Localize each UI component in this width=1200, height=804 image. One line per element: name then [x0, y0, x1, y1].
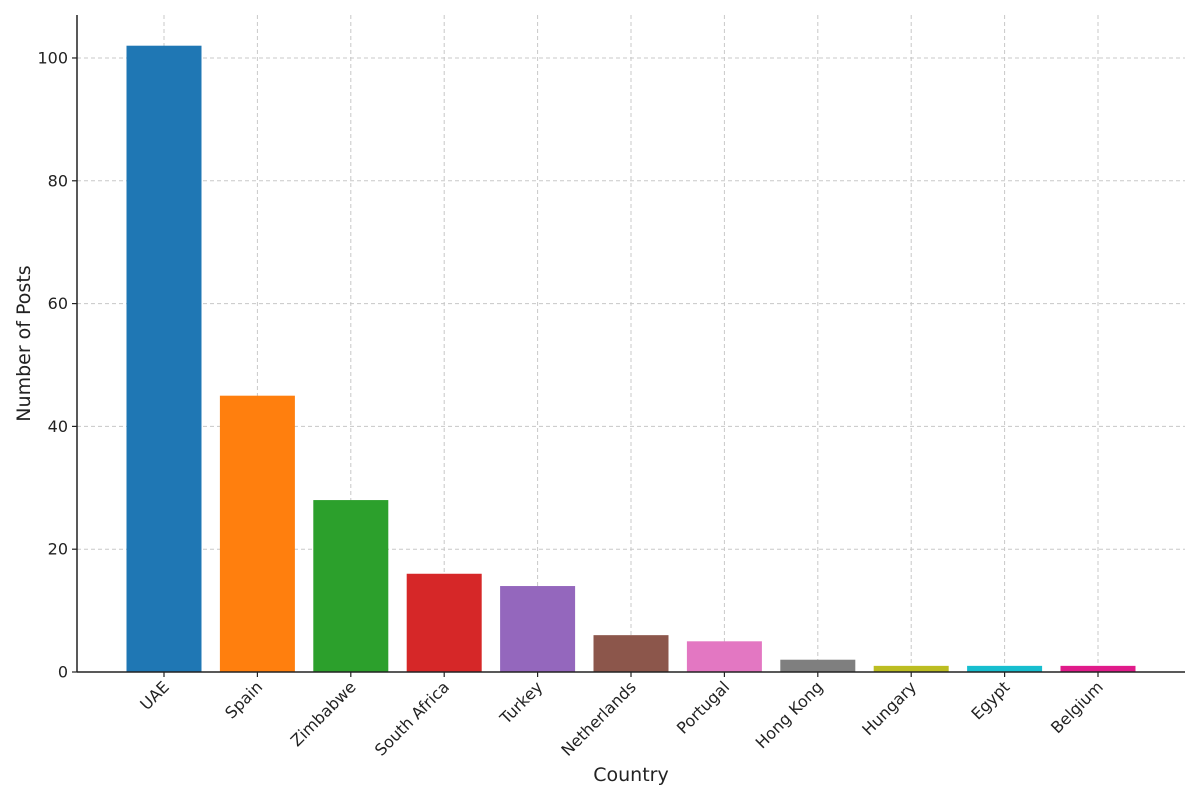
bar-layer — [126, 45, 1136, 673]
bar — [126, 45, 202, 673]
bar — [219, 395, 295, 672]
bar — [593, 635, 669, 672]
x-tick-label: Hong Kong — [752, 677, 827, 752]
bar — [406, 573, 482, 672]
bar — [1060, 665, 1136, 672]
x-tick-label: Spain — [221, 677, 266, 722]
x-tick-label: Zimbabwe — [287, 677, 360, 750]
bar — [780, 659, 856, 672]
y-tick-label: 100 — [37, 48, 68, 67]
bar — [313, 500, 389, 672]
y-tick-label: 0 — [58, 663, 68, 682]
x-tick-label: Egypt — [967, 677, 1013, 723]
y-tick-label: 20 — [48, 540, 68, 559]
y-tick-label: 60 — [48, 294, 68, 313]
bar — [500, 586, 576, 672]
bar — [967, 665, 1043, 672]
x-tick-label: Hungary — [858, 677, 920, 739]
x-axis-title: Country — [593, 764, 668, 786]
x-tick-label: South Africa — [371, 677, 453, 759]
x-tick-label: Turkey — [495, 677, 546, 728]
bar — [686, 641, 762, 672]
x-tick-label: Belgium — [1047, 677, 1107, 737]
x-tick-label: Netherlands — [557, 677, 639, 759]
x-tick-label: Portugal — [673, 677, 733, 737]
x-tick-label: UAE — [136, 677, 173, 714]
y-axis-title: Number of Posts — [13, 265, 35, 421]
y-tick-label: 80 — [48, 171, 68, 190]
bar — [873, 665, 949, 672]
y-tick-label: 40 — [48, 417, 68, 436]
